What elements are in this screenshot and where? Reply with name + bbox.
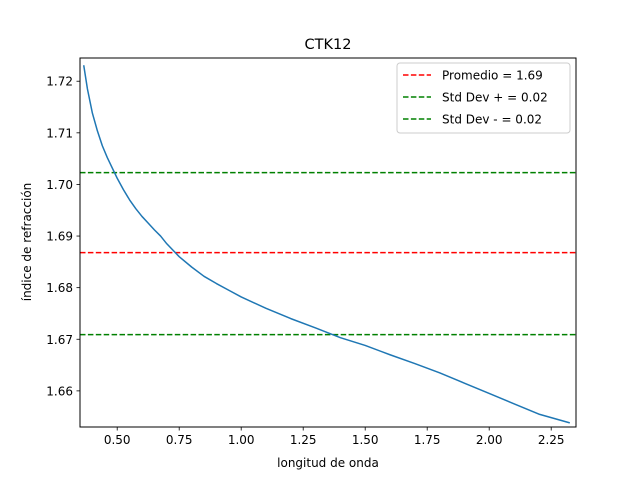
x-tick-label: 1.50	[352, 433, 379, 447]
x-axis: 0.50 0.75 1.00 1.25 1.50 1.75 2.00 2.25	[104, 427, 565, 447]
plot-area	[80, 65, 576, 424]
legend-label-1: Std Dev + = 0.02	[442, 91, 548, 105]
legend-label-2: Std Dev - = 0.02	[442, 113, 542, 127]
y-tick-label: 1.72	[46, 75, 73, 89]
series-line-0	[82, 65, 571, 424]
x-tick-label: 0.50	[104, 433, 131, 447]
x-tick-label: 0.75	[166, 433, 193, 447]
y-tick-label: 1.70	[46, 178, 73, 192]
x-tick-label: 1.75	[414, 433, 441, 447]
plot-frame	[79, 57, 577, 428]
x-tick-label: 2.00	[476, 433, 503, 447]
y-tick-label: 1.71	[46, 126, 73, 140]
legend-box	[396, 62, 571, 134]
y-tick-label: 1.68	[46, 281, 73, 295]
x-tick-label: 1.25	[290, 433, 317, 447]
y-axis: 1.66 1.67 1.68 1.69 1.70 1.71 1.72	[46, 75, 80, 398]
legend: Promedio = 1.69 Std Dev + = 0.02 Std Dev -…	[396, 62, 571, 134]
legend-label-0: Promedio = 1.69	[442, 69, 543, 83]
y-tick-label: 1.67	[46, 333, 73, 347]
x-tick-label: 2.25	[538, 433, 565, 447]
x-tick-label: 1.00	[228, 433, 255, 447]
y-tick-label: 1.69	[46, 230, 73, 244]
y-axis-label: índice de refracción	[20, 183, 34, 302]
chart-title: CTK12	[305, 37, 352, 53]
x-axis-label: longitud de onda	[277, 456, 379, 470]
y-tick-label: 1.66	[46, 384, 73, 398]
